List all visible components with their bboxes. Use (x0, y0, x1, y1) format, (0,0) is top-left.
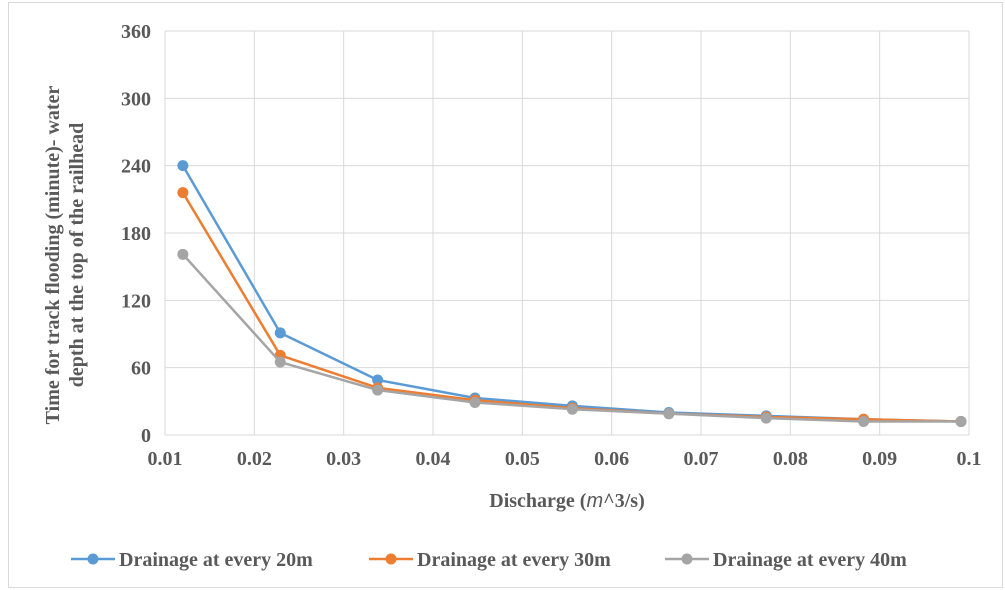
legend-label: Drainage at every 20m (119, 549, 313, 571)
y-tick-labels: 0 60 120 180 240 300 360 (121, 21, 151, 447)
series-line (181, 165, 961, 423)
series-1 (177, 160, 967, 428)
legend-marker (681, 553, 693, 565)
y-tick-label: 240 (121, 156, 151, 178)
x-tick-label: 0.1 (957, 448, 982, 470)
x-tick-labels: 0.01 0.02 0.03 0.04 0.05 0.06 0.07 0.08 0.09 0.1 (148, 448, 982, 470)
x-tick-label: 0.09 (862, 448, 897, 470)
series-line (181, 253, 961, 423)
y-axis-label-line2: depth at the top of the railhead (66, 123, 88, 387)
x-tick-label: 0.04 (416, 448, 451, 470)
y-axis-label-line1: Time for track flooding (minute)- water (42, 86, 64, 425)
series-line (181, 191, 961, 423)
x-axis-label-unit: m (586, 490, 603, 512)
y-tick-label: 120 (121, 290, 151, 312)
grid-lines (164, 30, 970, 436)
data-point (663, 408, 675, 420)
x-axis-label-prefix: Discharge ( (489, 490, 587, 512)
data-point (274, 327, 286, 339)
y-tick-label: 360 (121, 21, 151, 43)
x-axis-label-suffix: ^3/s) (603, 490, 645, 512)
data-series (177, 160, 967, 428)
legend-marker (385, 553, 397, 565)
x-tick-label: 0.03 (326, 448, 361, 470)
data-point (469, 396, 481, 408)
data-point (177, 187, 189, 199)
y-tick-label: 180 (121, 223, 151, 245)
legend-item: Drainage at every 40m (665, 549, 907, 571)
y-tick-label: 60 (131, 358, 151, 380)
x-tick-label: 0.07 (684, 448, 719, 470)
data-point (955, 416, 967, 428)
x-tick-label: 0.05 (505, 448, 540, 470)
series-3 (177, 248, 967, 428)
y-tick-label: 0 (141, 425, 151, 447)
legend-label: Drainage at every 40m (713, 549, 907, 571)
data-point (274, 356, 286, 368)
x-tick-label: 0.08 (773, 448, 808, 470)
x-tick-label: 0.01 (148, 448, 183, 470)
data-point (372, 384, 384, 396)
data-point (858, 416, 870, 428)
chart-frame: 0 60 120 180 240 300 360 0.01 0.02 0.03 0.04 0.05 0… (8, 2, 1003, 588)
legend-marker (87, 553, 99, 565)
legend-item: Drainage at every 30m (369, 549, 611, 571)
y-tick-label: 300 (121, 88, 151, 110)
data-point (566, 403, 578, 415)
x-tick-label: 0.02 (237, 448, 272, 470)
series-2 (177, 187, 967, 428)
legend: Drainage at every 20m Drainage at every 3… (71, 549, 907, 571)
x-tick-label: 0.06 (594, 448, 629, 470)
x-axis-label: Discharge (m^3/s) (489, 490, 645, 512)
legend-item: Drainage at every 20m (71, 549, 313, 571)
data-point (760, 412, 772, 424)
data-point (177, 248, 189, 260)
data-point (177, 160, 189, 172)
legend-label: Drainage at every 30m (417, 549, 611, 571)
data-point (372, 374, 384, 386)
